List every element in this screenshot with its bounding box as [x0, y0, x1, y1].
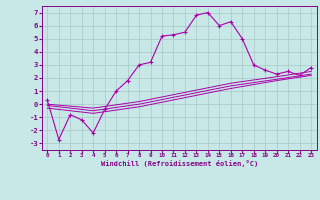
X-axis label: Windchill (Refroidissement éolien,°C): Windchill (Refroidissement éolien,°C) — [100, 160, 258, 167]
